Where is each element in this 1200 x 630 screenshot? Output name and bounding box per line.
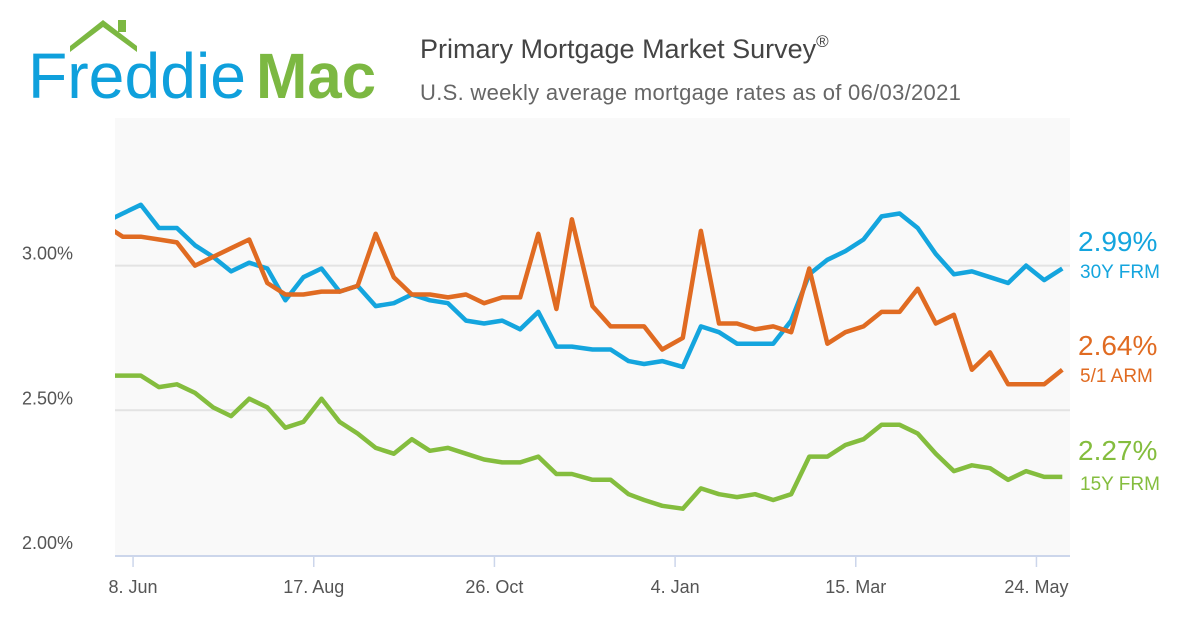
x-tick-label: 26. Oct bbox=[465, 577, 523, 597]
y-tick-label: 3.00% bbox=[22, 244, 73, 264]
y-tick-label: 2.00% bbox=[22, 533, 73, 553]
x-tick-label: 8. Jun bbox=[109, 577, 158, 597]
x-tick-label: 15. Mar bbox=[825, 577, 886, 597]
gridlines bbox=[115, 264, 1070, 412]
house-chimney-icon bbox=[118, 20, 126, 32]
freddie-mac-logo: Freddie Mac bbox=[28, 20, 376, 112]
legend-latest-value: 2.27% bbox=[1078, 435, 1157, 466]
plot-background bbox=[115, 118, 1070, 555]
legend: 2.99% 30Y FRM 2.64% 5/1 ARM 2.27% 15Y FRM bbox=[1078, 226, 1160, 495]
y-tick-label: 2.50% bbox=[22, 388, 73, 408]
x-axis: 8. Jun 17. Aug 26. Oct 4. Jan 15. Mar 24. May bbox=[109, 555, 1070, 597]
legend-series-name: 30Y FRM bbox=[1080, 262, 1160, 283]
logo-word-freddie: Freddie bbox=[28, 40, 246, 112]
series-line-5-1-arm bbox=[115, 217, 1064, 387]
chart-title: Primary Mortgage Market Survey® bbox=[420, 32, 829, 64]
legend-latest-value: 2.99% bbox=[1078, 226, 1157, 257]
x-tick-label: 24. May bbox=[1004, 577, 1068, 597]
legend-latest-value: 2.64% bbox=[1078, 330, 1157, 361]
legend-series-name: 5/1 ARM bbox=[1080, 366, 1153, 387]
series-lines bbox=[115, 202, 1064, 511]
x-tick-label: 4. Jan bbox=[651, 577, 700, 597]
logo-word-mac: Mac bbox=[256, 40, 376, 112]
chart-subtitle: U.S. weekly average mortgage rates as of… bbox=[420, 80, 961, 105]
legend-series-name: 15Y FRM bbox=[1080, 474, 1160, 495]
house-roof-icon bbox=[70, 20, 137, 52]
y-axis: 2.00% 2.50% 3.00% bbox=[22, 244, 73, 553]
x-tick-label: 17. Aug bbox=[283, 577, 344, 597]
series-line-30y-frm bbox=[115, 202, 1064, 370]
series-line-15y-frm bbox=[115, 373, 1063, 511]
